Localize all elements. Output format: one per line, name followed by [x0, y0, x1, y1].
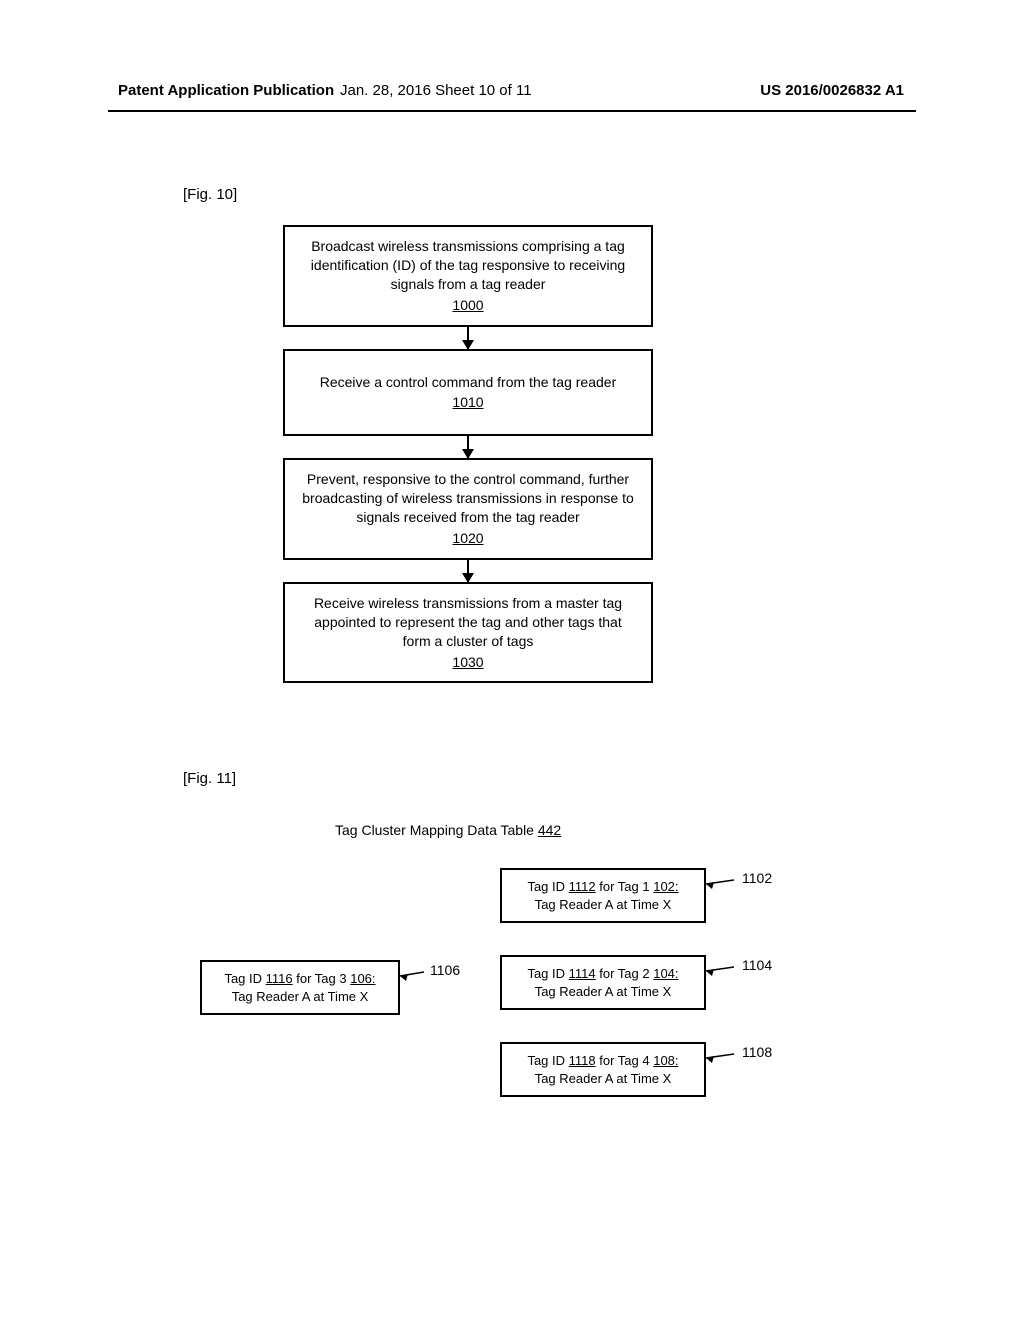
- header-center-text: Jan. 28, 2016 Sheet 10 of 11: [340, 82, 532, 99]
- header-left-text: Patent Application Publication: [118, 82, 334, 99]
- box-line2: Tag Reader A at Time X: [232, 989, 369, 1004]
- flow-box-ref: 1000: [452, 296, 483, 315]
- leader-line-icon: [706, 1054, 740, 1068]
- flow-box-text: Receive a control command from the tag r…: [320, 374, 616, 390]
- arrow-icon: [467, 327, 469, 349]
- page-header: Patent Application Publication Jan. 28, …: [0, 82, 1024, 112]
- fig11-label: [Fig. 11]: [183, 770, 236, 787]
- flow-box-1010: Receive a control command from the tag r…: [283, 349, 653, 437]
- callout-1106: 1106: [430, 962, 460, 978]
- flow-box-ref: 1030: [452, 653, 483, 672]
- flow-box-1030: Receive wireless transmissions from a ma…: [283, 582, 653, 684]
- flow-box-1020: Prevent, responsive to the control comma…: [283, 458, 653, 560]
- fig10-label: [Fig. 10]: [183, 186, 237, 203]
- fig11-title-ref: 442: [538, 822, 561, 838]
- leader-line-icon: [400, 972, 430, 986]
- cluster-box-1108: Tag ID 1118 for Tag 4 108: Tag Reader A …: [500, 1042, 706, 1097]
- callout-1104: 1104: [742, 957, 772, 973]
- cluster-box-1102: Tag ID 1112 for Tag 1 102: Tag Reader A …: [500, 868, 706, 923]
- page: Patent Application Publication Jan. 28, …: [0, 0, 1024, 1320]
- cluster-box-1104: Tag ID 1114 for Tag 2 104: Tag Reader A …: [500, 955, 706, 1010]
- fig11-title-prefix: Tag Cluster Mapping Data Table: [335, 822, 538, 838]
- callout-1108: 1108: [742, 1044, 772, 1060]
- callout-1102: 1102: [742, 870, 772, 886]
- fig11-title: Tag Cluster Mapping Data Table 442: [335, 822, 561, 838]
- arrow-icon: [467, 436, 469, 458]
- box-line1: Tag ID 1118 for Tag 4 108:: [527, 1053, 678, 1068]
- box-line2: Tag Reader A at Time X: [535, 1071, 672, 1086]
- box-line2: Tag Reader A at Time X: [535, 897, 672, 912]
- arrow-icon: [467, 560, 469, 582]
- box-line2: Tag Reader A at Time X: [535, 984, 672, 999]
- flow-box-text: Broadcast wireless transmissions compris…: [311, 238, 625, 292]
- flow-box-ref: 1010: [452, 393, 483, 412]
- leader-line-icon: [706, 967, 740, 981]
- box-line1: Tag ID 1112 for Tag 1 102:: [527, 879, 678, 894]
- cluster-box-1106: Tag ID 1116 for Tag 3 106: Tag Reader A …: [200, 960, 400, 1015]
- leader-line-icon: [706, 880, 740, 894]
- flowchart-fig10: Broadcast wireless transmissions compris…: [283, 225, 653, 683]
- box-line1: Tag ID 1114 for Tag 2 104:: [527, 966, 678, 981]
- flow-box-ref: 1020: [452, 529, 483, 548]
- header-right-text: US 2016/0026832 A1: [760, 82, 904, 99]
- flow-box-text: Receive wireless transmissions from a ma…: [314, 595, 622, 649]
- flow-box-1000: Broadcast wireless transmissions compris…: [283, 225, 653, 327]
- header-rule: [108, 110, 916, 112]
- box-line1: Tag ID 1116 for Tag 3 106:: [224, 971, 375, 986]
- flow-box-text: Prevent, responsive to the control comma…: [302, 471, 634, 525]
